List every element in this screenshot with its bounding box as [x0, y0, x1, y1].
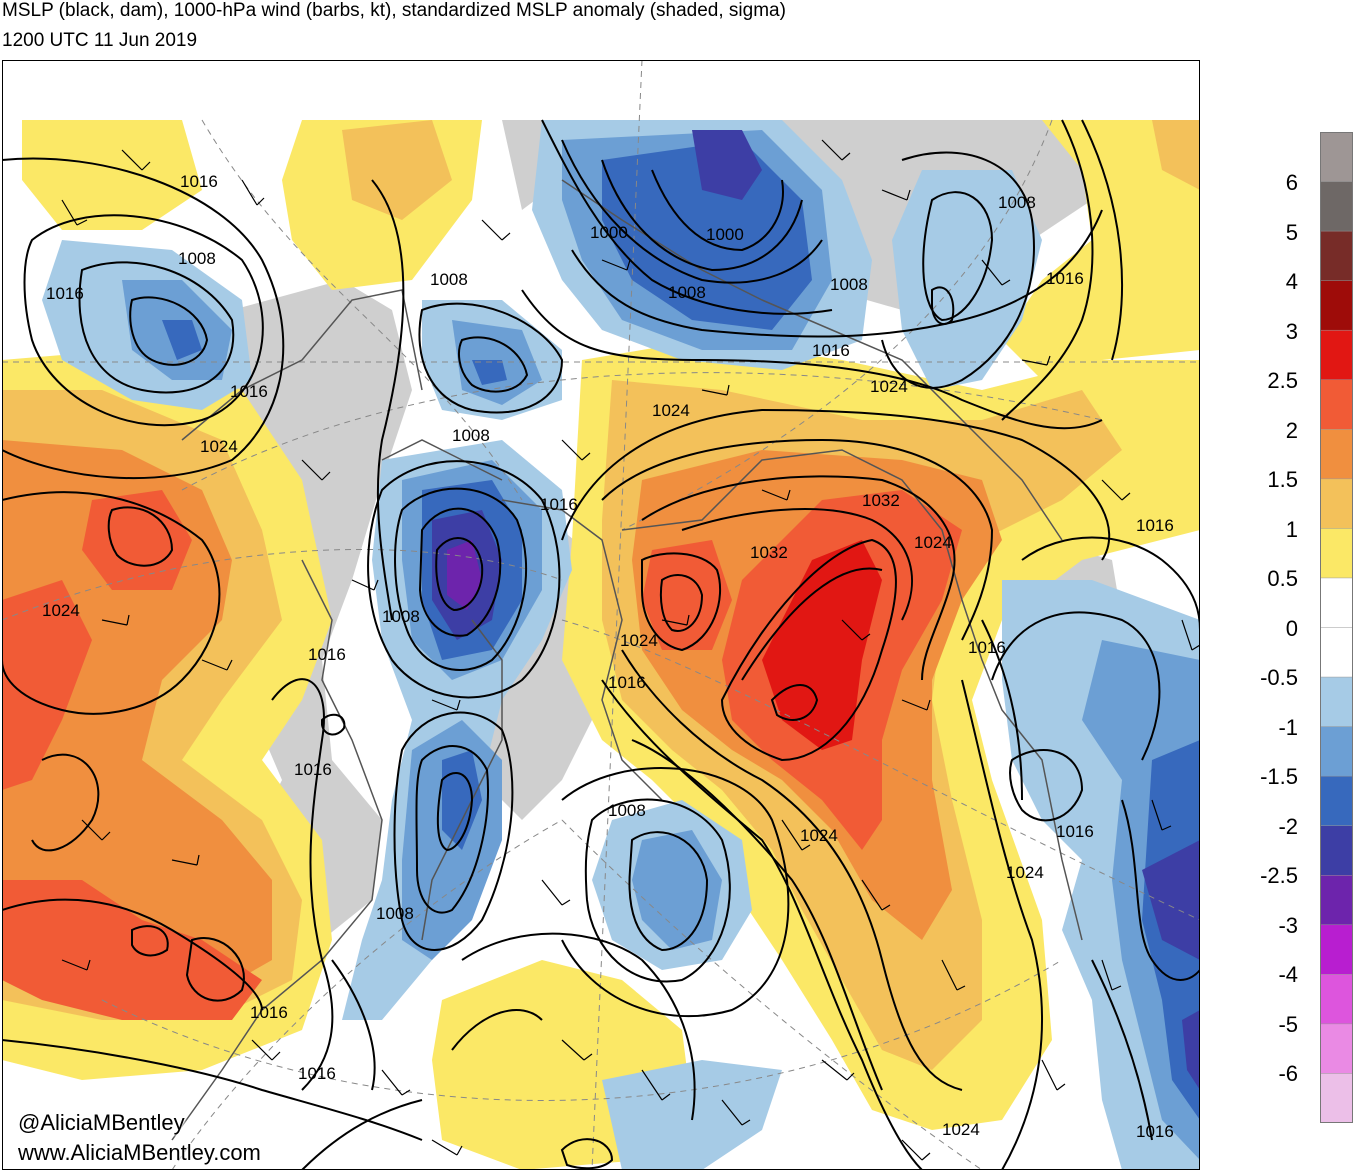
isobar-label: 1024 [870, 377, 908, 396]
wind-barbs [61, 139, 1200, 1161]
colorbar-swatch [1320, 230, 1353, 282]
author-website[interactable]: www.AliciaMBentley.com [18, 1140, 261, 1165]
colorbar-swatch [1320, 577, 1353, 629]
colorbar-label: -2.5 [1260, 863, 1298, 888]
colorbar-label: 6 [1285, 170, 1298, 195]
isobar-label: 1008 [668, 283, 706, 302]
isobar-label: 1016 [46, 284, 84, 303]
colorbar-label: 1 [1285, 517, 1298, 542]
isobar-label: 1008 [382, 607, 420, 626]
colorbar-swatch [1320, 528, 1353, 579]
isobar-label: 1016 [294, 760, 332, 779]
isobar-label: 1032 [750, 543, 788, 562]
isobar-label: 1024 [914, 533, 952, 552]
isobar-label: 1016 [298, 1064, 336, 1083]
colorbar-swatches [1320, 132, 1353, 1123]
colorbar-label: -3 [1278, 913, 1298, 938]
isobar-label: 1008 [998, 193, 1036, 212]
colorbar-label: -5 [1278, 1012, 1298, 1037]
isobar-label: 1016 [1136, 1122, 1174, 1141]
colorbar-swatch [1320, 775, 1353, 827]
isobar-label: 1016 [180, 172, 218, 191]
colorbar-swatch [1320, 974, 1353, 1025]
colorbar-swatch [1320, 627, 1353, 678]
colorbar-swatch [1320, 924, 1353, 976]
colorbar-swatch [1320, 478, 1353, 530]
isobar-label: 1016 [230, 382, 268, 401]
colorbar-label: -1 [1278, 715, 1298, 740]
isobar-label: 1016 [308, 645, 346, 664]
colorbar-label: -4 [1278, 962, 1298, 987]
isobar-label: 1016 [250, 1003, 288, 1022]
isobar-label: 1024 [200, 437, 238, 456]
map-border [2, 60, 1200, 1170]
isobar-label: 1024 [620, 631, 658, 650]
colorbar-label: 3 [1285, 319, 1298, 344]
colorbar-swatch [1320, 1023, 1353, 1075]
colorbar-swatch [1320, 676, 1353, 728]
colorbar-label: -0.5 [1260, 665, 1298, 690]
colorbar-swatch [1320, 379, 1353, 431]
colorbar-label: 5 [1285, 220, 1298, 245]
isobar-label: 1016 [968, 638, 1006, 657]
colorbar-swatch [1320, 280, 1353, 331]
colorbar-swatch [1320, 1073, 1353, 1123]
isobar-label: 1016 [540, 495, 578, 514]
colorbar-swatch [1320, 429, 1353, 480]
colorbar-label: 2.5 [1267, 368, 1298, 393]
isobar-label: 1024 [1006, 863, 1044, 882]
author-handle: @AliciaMBentley [18, 1110, 185, 1135]
colorbar-swatch [1320, 726, 1353, 777]
colorbar-label: -1.5 [1260, 764, 1298, 789]
isobar-label: 1008 [608, 801, 646, 820]
isobar-label: 1008 [830, 275, 868, 294]
graticule [2, 60, 1200, 1170]
isobar-label: 1024 [800, 826, 838, 845]
isobar-label: 1024 [652, 401, 690, 420]
isobar-label: 1000 [706, 225, 744, 244]
colorbar-label: -2 [1278, 814, 1298, 839]
colorbar-swatch [1320, 875, 1353, 926]
isobar-label: 1016 [1046, 269, 1084, 288]
anomaly-shading [2, 120, 1200, 1170]
weather-map: 1016 1008 1016 1016 1024 1024 1016 1016 … [2, 60, 1200, 1170]
isobar-label: 1016 [812, 341, 850, 360]
colorbar-swatch [1320, 329, 1353, 381]
chart-title: MSLP (black, dam), 1000-hPa wind (barbs,… [2, 0, 786, 21]
isobar-label: 1008 [178, 249, 216, 268]
colorbar-swatch [1320, 132, 1353, 183]
colorbar-swatch [1320, 181, 1353, 232]
isobar-label: 1032 [862, 491, 900, 510]
colorbar-label: 4 [1285, 269, 1298, 294]
isobar-label: 1008 [430, 270, 468, 289]
isobar-label: 1016 [1136, 516, 1174, 535]
colorbar-label: 2 [1285, 418, 1298, 443]
isobar-label: 1008 [452, 426, 490, 445]
isobar-label: 1000 [590, 223, 628, 242]
isobar-label: 1024 [42, 601, 80, 620]
colorbar [1320, 132, 1353, 1123]
colorbar-label: 0.5 [1267, 566, 1298, 591]
isobar-label: 1008 [376, 904, 414, 923]
isobars [2, 119, 1200, 1170]
valid-time: 1200 UTC 11 Jun 2019 [2, 30, 198, 51]
colorbar-label: 1.5 [1267, 467, 1298, 492]
isobar-labels: 1016 1008 1016 1016 1024 1024 1016 1016 … [42, 172, 1174, 1141]
isobar-label: 1016 [608, 673, 646, 692]
colorbar-label: 0 [1285, 616, 1298, 641]
isobar-label: 1024 [942, 1120, 980, 1139]
colorbar-label: -6 [1278, 1061, 1298, 1086]
isobar-label: 1016 [1056, 822, 1094, 841]
colorbar-swatch [1320, 825, 1353, 877]
